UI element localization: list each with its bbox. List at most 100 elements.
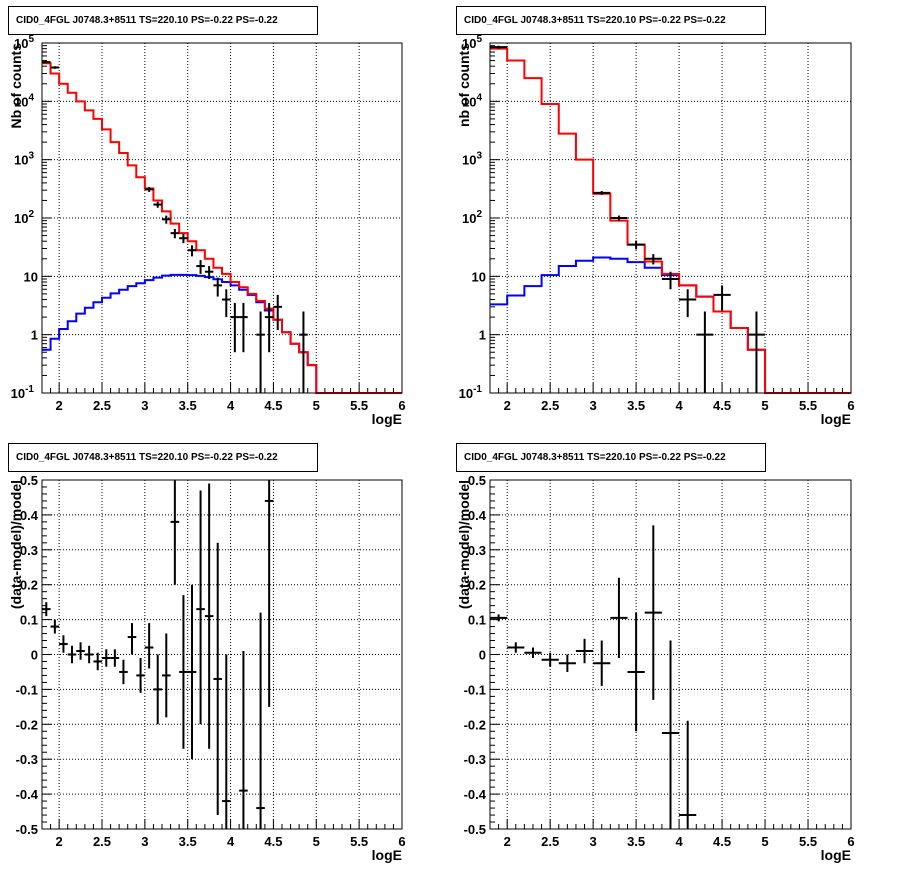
data-points xyxy=(490,45,766,393)
data-point xyxy=(50,619,60,634)
data-point xyxy=(170,228,180,239)
data-point xyxy=(679,289,697,318)
y-tick-label: 0.2 xyxy=(468,578,486,593)
data-point xyxy=(153,201,162,208)
data-point xyxy=(170,480,180,585)
data-point xyxy=(661,640,680,829)
x-tick-label: 2 xyxy=(504,398,511,413)
data-points xyxy=(490,525,697,829)
data-point xyxy=(93,652,102,671)
data-point xyxy=(84,645,94,664)
data-point xyxy=(102,649,111,667)
y-tick-label: 1 xyxy=(31,328,38,343)
y-tick-label: -0.2 xyxy=(464,717,486,732)
plot-frame xyxy=(489,42,852,394)
x-tick-label: 5 xyxy=(313,398,320,413)
data-point xyxy=(593,191,611,195)
x-tick-label: 3 xyxy=(590,398,597,413)
data-point xyxy=(610,215,628,221)
x-tick-label: 5 xyxy=(761,398,768,413)
y-tick-label: 10-1 xyxy=(11,384,35,401)
x-tick-label: 2 xyxy=(504,834,511,849)
x-tick-label: 4 xyxy=(675,834,683,849)
x-tick-label: 4.5 xyxy=(264,834,282,849)
data-point xyxy=(575,638,594,664)
y-tick-base: 10 xyxy=(462,94,476,109)
data-point xyxy=(713,285,731,311)
data-point xyxy=(627,612,645,732)
total-model-line xyxy=(490,47,851,394)
y-tick-label: 104 xyxy=(462,92,482,109)
x-tick-label: 5.5 xyxy=(799,834,817,849)
y-tick-label: 102 xyxy=(462,209,482,226)
data-point xyxy=(179,233,188,244)
y-tick-label: 103 xyxy=(14,151,34,168)
y-tick-label: -0.4 xyxy=(464,787,487,802)
data-point xyxy=(593,640,611,686)
y-axis-label: Nb of counts xyxy=(8,43,24,129)
x-tick-label: 4.5 xyxy=(264,398,282,413)
data-point xyxy=(222,654,231,829)
data-point xyxy=(187,245,197,257)
x-tick-label: 4.5 xyxy=(713,398,731,413)
x-tick-label: 5.5 xyxy=(350,398,368,413)
data-point xyxy=(273,294,282,331)
y-tick-label: 0.4 xyxy=(20,508,39,523)
x-tick-label: 2.5 xyxy=(541,834,559,849)
data-point xyxy=(67,645,77,664)
y-tick-label: 0.2 xyxy=(20,578,38,593)
y-tick-exponent: -1 xyxy=(473,384,482,395)
y-tick-label: 1 xyxy=(479,328,486,343)
y-tick-label: 10 xyxy=(24,269,38,284)
x-tick-label: 2.5 xyxy=(541,398,559,413)
data-point xyxy=(610,577,628,658)
y-tick-label: 10-1 xyxy=(459,384,483,401)
grid xyxy=(42,480,402,829)
y-tick-exponent: 5 xyxy=(476,34,482,45)
y-tick-exponent: 4 xyxy=(476,92,482,103)
x-tick-label: 6 xyxy=(847,398,854,413)
data-points xyxy=(42,480,274,829)
panel-3-title: CID0_4FGL J0748.3+8511 TS=220.10 PS=-0.2… xyxy=(8,443,318,472)
y-tick-label: -0.3 xyxy=(464,752,486,767)
x-axis-label: logE xyxy=(372,847,402,863)
data-point xyxy=(490,45,508,49)
y-axis-label: (data-model)/model xyxy=(456,480,472,609)
y-tick-exponent: 2 xyxy=(28,209,34,220)
y-tick-label: -0.4 xyxy=(16,787,39,802)
x-tick-label: 2.5 xyxy=(93,398,111,413)
x-tick-label: 5.5 xyxy=(350,834,368,849)
data-point xyxy=(204,266,214,280)
data-point xyxy=(644,525,662,700)
axis-ticks xyxy=(489,479,852,830)
data-point xyxy=(256,311,265,393)
x-tick-label: 5 xyxy=(761,834,768,849)
y-tick-label: 0 xyxy=(479,648,486,663)
panel-1-title: CID0_4FGL J0748.3+8511 TS=220.10 PS=-0.2… xyxy=(8,6,318,35)
y-tick-label: -0.1 xyxy=(464,682,486,697)
data-point xyxy=(541,652,559,667)
y-tick-exponent: 2 xyxy=(476,209,482,220)
data-point xyxy=(490,614,508,622)
y-tick-label: 10 xyxy=(472,269,486,284)
data-point xyxy=(230,302,240,353)
data-point xyxy=(507,642,525,653)
data-point xyxy=(50,66,60,69)
y-tick-label: 0.5 xyxy=(468,473,486,488)
data-point xyxy=(119,659,128,685)
panel-3: 2 2.5 3 3.5 4 4.5 5 5.5 6 -0.5 -0.4 -0.3 -0.2 -0.1 0 0.… xyxy=(8,473,406,863)
data-point xyxy=(696,311,714,393)
data-point xyxy=(299,311,308,393)
y-tick-label: 0.1 xyxy=(468,613,486,628)
data-point xyxy=(187,584,197,760)
data-point xyxy=(524,647,542,658)
y-tick-label: -0.3 xyxy=(16,752,38,767)
y-tick-label: 104 xyxy=(14,92,34,109)
data-points xyxy=(42,61,308,393)
data-point xyxy=(153,654,162,725)
data-point xyxy=(558,654,576,672)
x-tick-label: 4 xyxy=(227,398,235,413)
y-tick-label: 103 xyxy=(462,151,482,168)
x-tick-label: 3 xyxy=(141,398,148,413)
data-point xyxy=(196,260,205,274)
